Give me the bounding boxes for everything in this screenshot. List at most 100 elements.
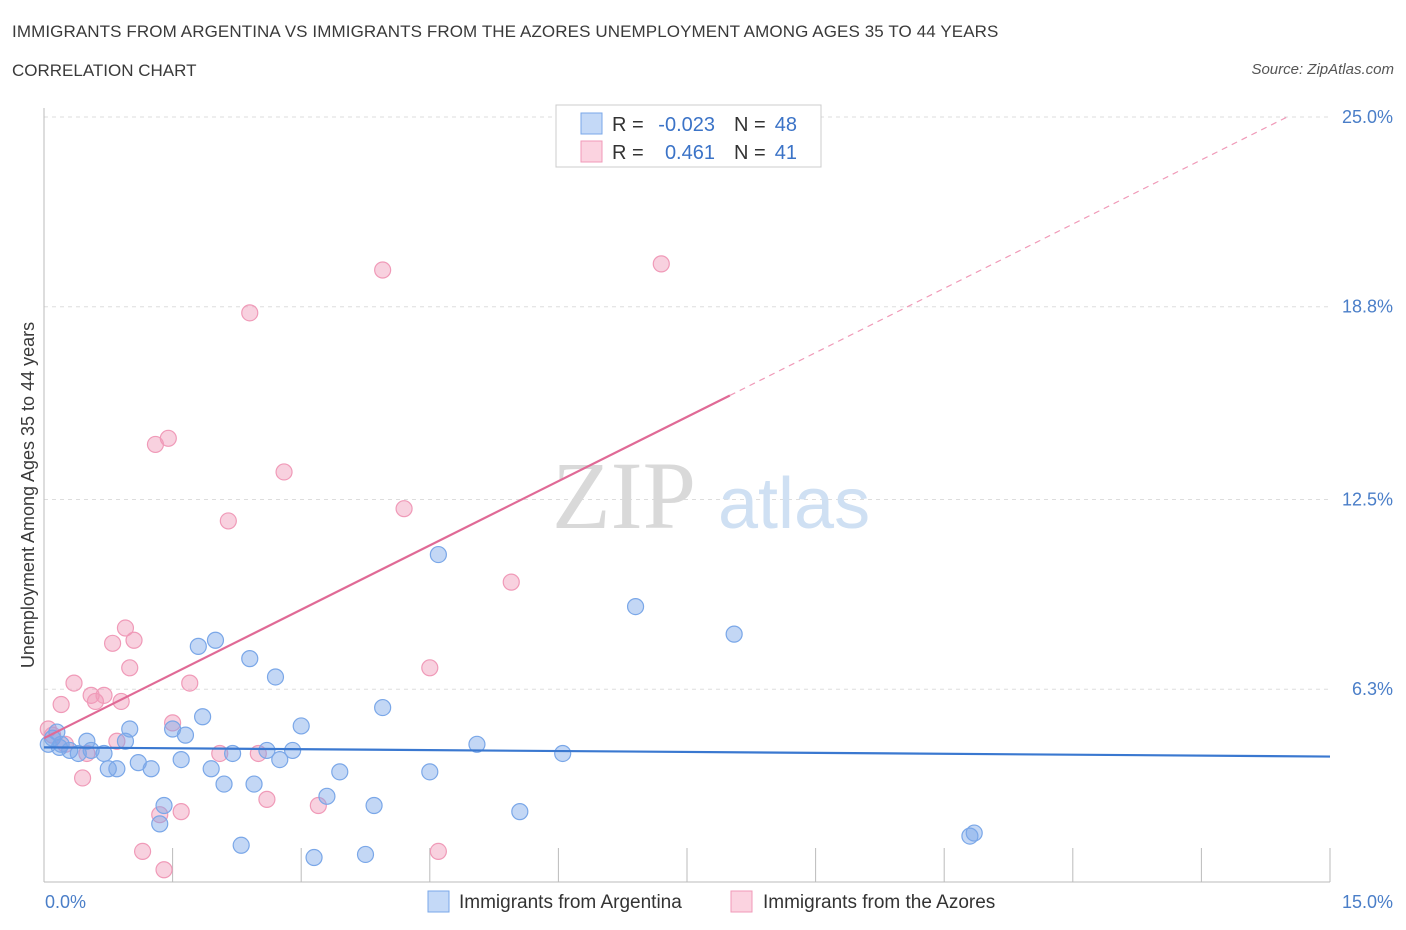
argentina-point	[429, 545, 447, 564]
argentina-point	[374, 698, 392, 717]
azores-point	[65, 674, 83, 692]
grid-lines	[44, 116, 1330, 690]
argentina-point	[172, 750, 190, 769]
legend-box: R = -0.023 N = 48 R = 0.461 N = 41	[555, 104, 822, 168]
azores-point	[258, 790, 276, 808]
azores-point	[155, 861, 173, 879]
legend-n-label-2: N =	[734, 142, 766, 164]
legend-n-label-1: N =	[734, 114, 766, 136]
bottom-legend-swatch-argentina	[427, 890, 450, 913]
azores-point	[172, 803, 190, 821]
source-label: Source: ZipAtlas.com	[1251, 61, 1394, 78]
legend-swatch-argentina	[580, 112, 603, 135]
azores-point	[125, 631, 143, 649]
argentina-point	[155, 796, 173, 815]
bottom-legend: Immigrants from Argentina Immigrants fro…	[427, 890, 995, 913]
argentina-point	[284, 741, 302, 760]
trend-line-azores-extension	[729, 116, 1288, 396]
legend-r-label-2: R =	[612, 142, 644, 164]
argentina-point	[176, 726, 195, 744]
azores-point	[502, 573, 520, 591]
azores-point	[95, 686, 113, 704]
argentina-point	[356, 845, 375, 864]
argentina-point	[331, 763, 349, 781]
y-tick-label: 18.8%	[1342, 297, 1393, 317]
trend-lines	[43, 116, 1331, 758]
argentina-point	[142, 760, 160, 778]
x-tick-label-max: 15.0%	[1342, 892, 1393, 912]
argentina-point	[215, 775, 233, 793]
y-tick-labels: 6.3% 12.5% 18.8% 25.0%	[1342, 107, 1393, 699]
azores-point	[73, 769, 92, 787]
azores-point	[121, 659, 139, 677]
argentina-point	[82, 741, 100, 760]
argentina-point	[69, 744, 87, 763]
argentina-point	[151, 815, 169, 833]
argentina-point	[245, 775, 263, 793]
y-tick-label: 6.3%	[1352, 679, 1393, 699]
y-tick-label: 25.0%	[1342, 107, 1393, 127]
argentina-point	[121, 720, 139, 738]
azores-point	[103, 634, 122, 652]
argentina-point	[365, 796, 383, 815]
azores-point	[374, 261, 392, 279]
azores-point	[116, 619, 135, 637]
legend-n-value-2: 41	[775, 142, 797, 164]
argentina-point	[271, 750, 289, 769]
azores-point	[52, 695, 70, 714]
argentina-point	[232, 836, 250, 854]
azores-point	[133, 842, 152, 861]
argentina-point	[725, 625, 743, 643]
azores-point	[652, 255, 670, 273]
azores-point	[421, 659, 439, 677]
bottom-legend-label-argentina: Immigrants from Argentina	[459, 892, 682, 913]
legend-r-value-2: 0.461	[665, 142, 715, 164]
y-axis-label: Unemployment Among Ages 35 to 44 years	[18, 322, 38, 668]
chart-subtitle: CORRELATION CHART	[12, 61, 197, 80]
azores-point	[164, 714, 182, 732]
x-tick-label-min: 0.0%	[45, 892, 86, 912]
azores-point	[275, 463, 293, 481]
legend-r-label-1: R =	[612, 114, 644, 136]
argentina-point	[318, 787, 336, 805]
bottom-legend-swatch-azores	[730, 890, 753, 913]
argentina-point	[626, 597, 645, 616]
azores-point	[241, 304, 259, 322]
argentina-point	[511, 803, 529, 821]
argentina-point	[292, 717, 310, 735]
argentina-point	[468, 735, 486, 753]
chart-title: IMMIGRANTS FROM ARGENTINA VS IMMIGRANTS …	[12, 22, 999, 41]
azores-point	[219, 512, 237, 530]
argentina-point	[421, 763, 439, 781]
argentina-point	[189, 637, 207, 655]
azores-point	[86, 692, 105, 711]
argentina-point	[206, 631, 225, 649]
watermark: ZIP atlas	[552, 442, 870, 549]
argentina-point	[202, 760, 220, 778]
azores-point	[395, 500, 413, 518]
x-tick-marks	[172, 848, 1331, 882]
azores-point	[151, 806, 169, 824]
trend-line-azores	[43, 394, 731, 740]
legend-n-value-1: 48	[775, 114, 797, 136]
series-azores-points	[39, 255, 670, 879]
argentina-point	[266, 668, 285, 686]
trend-line-argentina	[43, 746, 1331, 758]
azores-point	[181, 674, 199, 692]
argentina-point	[961, 827, 979, 845]
argentina-point	[78, 732, 96, 750]
legend-r-value-1: -0.023	[658, 114, 715, 136]
azores-point	[429, 842, 447, 861]
watermark-zip: ZIP	[552, 442, 696, 549]
argentina-point	[305, 848, 323, 867]
azores-point	[159, 429, 177, 447]
y-tick-label: 12.5%	[1342, 490, 1393, 510]
argentina-point	[194, 708, 212, 726]
legend-swatch-azores	[580, 140, 603, 163]
bottom-legend-label-azores: Immigrants from the Azores	[763, 892, 995, 913]
argentina-point	[258, 741, 276, 760]
watermark-atlas: atlas	[718, 464, 870, 544]
argentina-point	[554, 744, 572, 763]
argentina-point	[108, 760, 126, 778]
